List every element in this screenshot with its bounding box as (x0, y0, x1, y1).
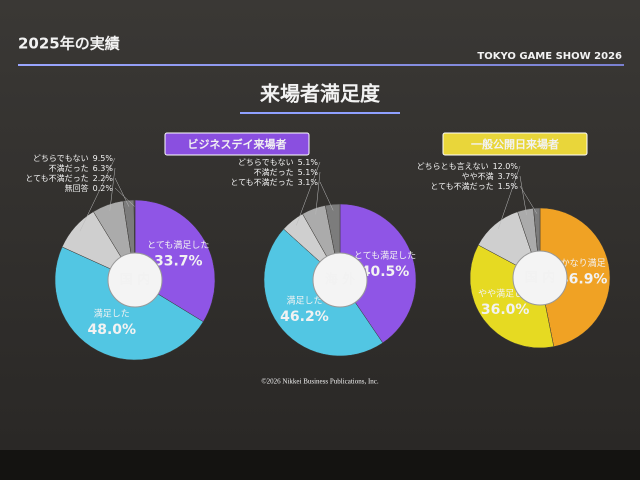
slice-label: どちらとも言えない 12.0% (417, 161, 519, 171)
slice-value: 46.2% (280, 309, 329, 325)
slice-label: とても不満だった 3.1% (230, 178, 318, 187)
leader-line (519, 185, 538, 214)
slice-value: 5.1% (298, 168, 319, 177)
slide-title: 来場者満足度 (259, 82, 381, 106)
center-label: 国 内 (120, 272, 151, 288)
leader-line (319, 181, 334, 211)
header-rule (18, 64, 624, 66)
slice-label: 無回答 0.2% (65, 183, 114, 193)
center-disc (107, 252, 163, 308)
slice-value: 40.5% (361, 264, 410, 280)
slice-name: とても不満だった (230, 178, 293, 187)
title-underline (240, 112, 400, 114)
slice-label: とても不満だった 1.5% (430, 182, 518, 191)
leader-line (296, 161, 321, 226)
slice-value: 0.2% (93, 184, 114, 193)
leader-line (519, 175, 527, 216)
leader-line (114, 187, 135, 207)
slice-name: どちらでもない (33, 154, 89, 163)
brand: TOKYO GAME SHOW 2026 (477, 51, 622, 62)
slice-name: 不満だった (49, 164, 89, 173)
slice-label: どちらでもない 5.1% (238, 158, 318, 167)
slice-value: 46.9% (559, 272, 608, 288)
pie-slice (469, 244, 555, 349)
copyright: ©2026 Nikkei Business Publications, Inc. (261, 378, 379, 386)
leader-line (109, 167, 116, 211)
group-badge (442, 132, 588, 156)
slice-value: 3.7% (498, 172, 519, 181)
slice-value: 6.3% (93, 164, 114, 173)
slice-name: とても不満だった (430, 182, 493, 191)
section-title: 2025年の実績 (18, 35, 120, 53)
slice-label: 満足した (94, 308, 130, 319)
slice-value: 36.0% (481, 302, 530, 318)
pie-slice (539, 207, 611, 347)
slice-value: 1.5% (498, 182, 519, 191)
leader-line (498, 165, 521, 229)
slice-label: やや満足した (478, 288, 532, 299)
slice-label: どちらでもない 9.5% (33, 154, 113, 163)
center-label: 国 内 (525, 270, 556, 286)
slice-value: 48.0% (87, 322, 136, 338)
group-badge (164, 132, 310, 156)
slice-value: 5.1% (298, 158, 319, 167)
slice-value: 33.7% (154, 254, 203, 270)
center-label: 海 外 (325, 272, 356, 288)
slice-label: とても満足した (354, 251, 416, 262)
slice-label: かなり満足 (561, 258, 606, 269)
leader-line (79, 157, 116, 232)
center-disc (512, 250, 568, 306)
slice-name: どちらでもない (238, 158, 294, 167)
slice-name: どちらとも言えない (417, 161, 489, 171)
slice-name: 不満だった (254, 168, 294, 177)
floor (0, 450, 640, 480)
group-title: ビジネスデイ来場者 (188, 137, 287, 151)
slice-name: やや不満 (462, 172, 494, 181)
pie-slice (339, 203, 417, 344)
slice-name: 無回答 (65, 183, 89, 193)
slice-value: 12.0% (493, 162, 519, 171)
leader-line (315, 171, 321, 215)
slice-label: とても不満だった 2.2% (25, 174, 113, 183)
center-disc (312, 252, 368, 308)
slice-value: 3.1% (298, 178, 319, 187)
slice-label: 不満だった 5.1% (254, 168, 319, 177)
slice-label: 不満だった 6.3% (49, 164, 114, 173)
leader-line (114, 177, 130, 207)
slice-label: とても満足した (147, 240, 209, 251)
slice-value: 9.5% (93, 154, 114, 163)
group-title: 一般公開日来場者 (471, 137, 559, 151)
slice-value: 2.2% (93, 174, 114, 183)
slice-label: やや不満 3.7% (462, 172, 519, 181)
slice-label: 満足した (286, 295, 322, 306)
slice-name: とても不満だった (25, 174, 88, 183)
